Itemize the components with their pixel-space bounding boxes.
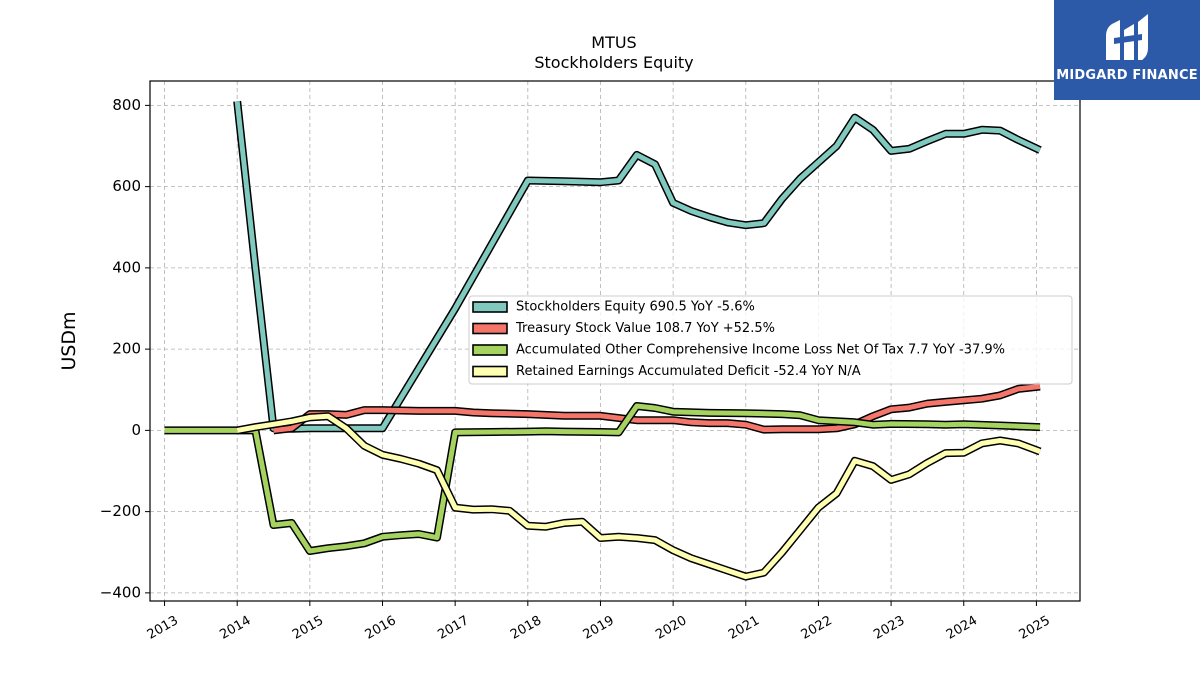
legend-box	[468, 295, 1073, 385]
legend-swatch	[472, 365, 508, 378]
legend-entry: Stockholders Equity 690.5 YoY -5.6%	[516, 300, 755, 315]
x-tick-label: 2015	[290, 613, 326, 643]
legend: Stockholders Equity 690.5 YoY -5.6% Treas…	[468, 295, 1073, 385]
y-tick-label: −200	[100, 502, 141, 520]
legend-swatch	[472, 344, 508, 356]
x-tick-label: 2023	[871, 613, 907, 643]
x-tick-label: 2016	[363, 613, 399, 643]
legend-entry: Accumulated Other Comprehensive Income L…	[516, 343, 1005, 358]
x-tick-label: 2018	[508, 613, 544, 643]
x-tick-label: 2013	[145, 613, 181, 643]
chart-title: MTUS	[591, 33, 636, 52]
y-tick-label: 600	[112, 177, 141, 195]
legend-entry: Retained Earnings Accumulated Deficit -5…	[516, 364, 861, 379]
y-axis-label: USDm	[58, 311, 80, 370]
brand-name: MIDGARD FINANCE	[1056, 68, 1198, 83]
y-tick-label: 0	[131, 421, 141, 439]
series-lines	[164, 100, 1042, 581]
x-tick-label: 2024	[944, 613, 980, 643]
x-tick-label: 2019	[581, 613, 617, 643]
brand-mark-icon	[1106, 14, 1148, 60]
series-line-3	[236, 413, 1041, 580]
legend-swatch	[472, 301, 508, 313]
x-tick-label: 2022	[799, 613, 835, 643]
x-tick-label: 2020	[653, 613, 689, 643]
x-tick-label: 2025	[1017, 613, 1053, 643]
y-tick-label: 800	[112, 96, 141, 114]
chart-subtitle: Stockholders Equity	[534, 53, 693, 72]
y-tick-label: 200	[112, 340, 141, 358]
series-line-2	[164, 403, 1041, 554]
y-tick-label: 400	[112, 258, 141, 276]
x-tick-label: 2021	[726, 613, 762, 643]
series-line-1	[273, 384, 1041, 433]
x-tick-label: 2014	[217, 613, 253, 643]
brand-logo: MIDGARD FINANCE	[1054, 0, 1200, 100]
x-tick-label: 2017	[435, 613, 471, 643]
legend-swatch	[472, 322, 508, 335]
y-tick-label: −400	[100, 583, 141, 601]
plot-frame	[149, 80, 1081, 602]
legend-entry: Treasury Stock Value 108.7 YoY +52.5%	[515, 321, 775, 336]
